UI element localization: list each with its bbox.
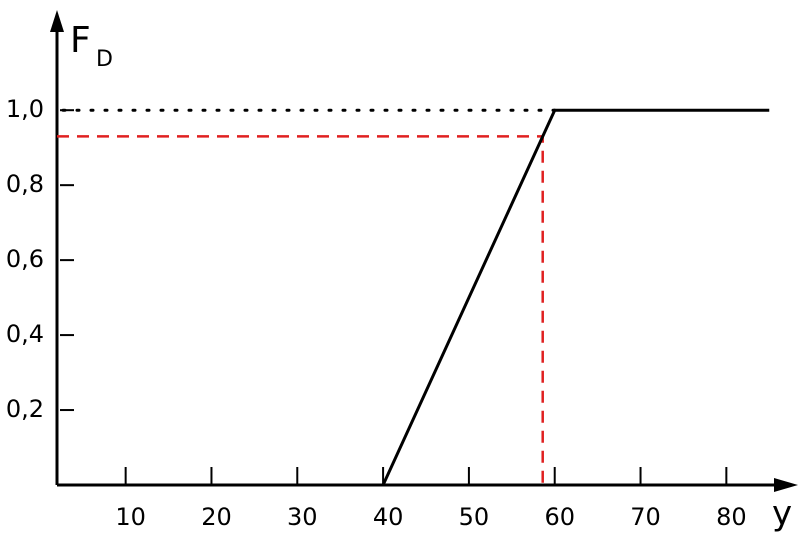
x-tick-label: 70 — [630, 503, 661, 531]
x-tick-label: 60 — [544, 503, 575, 531]
x-tick-label: 40 — [373, 503, 404, 531]
y-axis-label-subscript: D — [96, 47, 113, 72]
reference-line — [57, 135, 544, 485]
x-axis-label: y — [772, 494, 792, 534]
x-tick-label: 50 — [459, 503, 490, 531]
x-axis-arrow — [774, 478, 798, 492]
y-axis-arrow — [50, 10, 64, 32]
x-tick-label: 30 — [287, 503, 318, 531]
y-tick-label: 0,6 — [6, 245, 44, 273]
y-tick-label: 0,4 — [6, 320, 44, 348]
x-tick-label: 80 — [716, 503, 747, 531]
data-line — [381, 108, 770, 486]
x-tick-label: 10 — [115, 503, 146, 531]
x-tick-label: 20 — [201, 503, 232, 531]
y-axis-label: F — [70, 20, 91, 61]
y-tick-label: 1,0 — [6, 95, 44, 123]
y-tick-label: 0,2 — [6, 395, 44, 423]
y-tick-label: 0,8 — [6, 170, 44, 198]
